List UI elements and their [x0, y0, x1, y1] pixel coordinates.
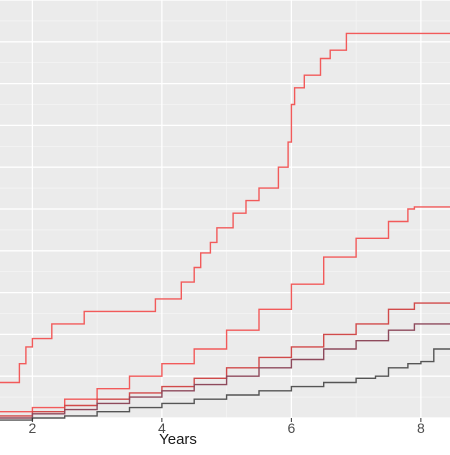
x-tick-label: 8	[417, 420, 425, 436]
x-tick-label: 2	[28, 420, 36, 436]
x-axis-title: Years	[159, 431, 197, 448]
x-tick-label: 4	[158, 420, 166, 436]
series-line-2	[0, 206, 450, 413]
grid-lines	[0, 0, 450, 419]
x-axis-ticks: 2 4 6 8	[28, 418, 425, 436]
series-line-3	[0, 302, 450, 417]
series-line-4	[0, 323, 450, 419]
series-line-1	[0, 32, 450, 384]
x-tick-label: 6	[287, 420, 295, 436]
series-line-5	[0, 348, 450, 421]
series-group	[0, 32, 450, 421]
